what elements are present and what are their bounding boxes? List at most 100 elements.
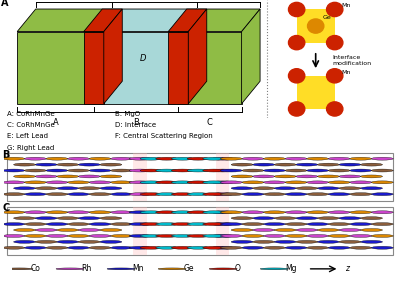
Circle shape xyxy=(171,223,193,226)
Text: A: A xyxy=(1,0,9,8)
Circle shape xyxy=(57,228,79,232)
Circle shape xyxy=(350,246,372,249)
Circle shape xyxy=(187,223,209,226)
Circle shape xyxy=(285,211,307,214)
Circle shape xyxy=(129,234,151,237)
Circle shape xyxy=(3,169,25,172)
Circle shape xyxy=(3,246,25,249)
Circle shape xyxy=(242,157,264,160)
Circle shape xyxy=(89,157,111,160)
Circle shape xyxy=(285,246,307,249)
Circle shape xyxy=(68,234,90,237)
Circle shape xyxy=(3,211,25,214)
Bar xyxy=(216,153,230,201)
Circle shape xyxy=(339,187,361,190)
Circle shape xyxy=(24,169,46,172)
Circle shape xyxy=(274,175,296,178)
Circle shape xyxy=(46,181,68,184)
Circle shape xyxy=(328,181,350,184)
Circle shape xyxy=(318,175,339,178)
Circle shape xyxy=(307,181,328,184)
Text: D: D xyxy=(140,54,147,63)
Circle shape xyxy=(171,181,193,184)
Circle shape xyxy=(339,228,361,232)
Circle shape xyxy=(307,223,328,226)
Circle shape xyxy=(360,187,382,190)
Polygon shape xyxy=(84,32,104,104)
Circle shape xyxy=(350,234,372,237)
Text: C: C xyxy=(207,118,213,127)
Polygon shape xyxy=(94,9,197,32)
Circle shape xyxy=(350,223,372,226)
Circle shape xyxy=(68,211,90,214)
Text: C: C xyxy=(2,203,9,213)
Circle shape xyxy=(328,234,350,237)
Circle shape xyxy=(78,228,100,232)
Circle shape xyxy=(231,175,253,178)
Circle shape xyxy=(350,157,372,160)
Circle shape xyxy=(307,157,328,160)
Polygon shape xyxy=(178,32,242,104)
Circle shape xyxy=(307,246,328,249)
Circle shape xyxy=(68,169,90,172)
Circle shape xyxy=(212,234,234,237)
Circle shape xyxy=(89,169,111,172)
Circle shape xyxy=(242,211,264,214)
Bar xyxy=(133,206,147,255)
Circle shape xyxy=(14,217,36,220)
Circle shape xyxy=(253,240,275,243)
Circle shape xyxy=(140,169,162,172)
Circle shape xyxy=(220,223,242,226)
Circle shape xyxy=(140,157,162,160)
Circle shape xyxy=(68,157,90,160)
Text: B: B xyxy=(2,150,10,160)
Circle shape xyxy=(285,193,307,196)
Circle shape xyxy=(68,223,90,226)
Circle shape xyxy=(212,211,234,214)
Circle shape xyxy=(100,175,122,178)
Circle shape xyxy=(339,217,361,220)
Circle shape xyxy=(220,193,242,196)
Circle shape xyxy=(274,163,296,166)
Circle shape xyxy=(288,102,305,116)
Circle shape xyxy=(107,268,135,270)
Text: Mn: Mn xyxy=(342,70,351,75)
Polygon shape xyxy=(297,76,335,109)
Circle shape xyxy=(371,193,393,196)
Polygon shape xyxy=(168,9,207,32)
Circle shape xyxy=(3,181,25,184)
Circle shape xyxy=(46,234,68,237)
Circle shape xyxy=(156,246,178,249)
Circle shape xyxy=(78,217,100,220)
Circle shape xyxy=(274,228,296,232)
Circle shape xyxy=(350,181,372,184)
Circle shape xyxy=(203,234,225,237)
Circle shape xyxy=(203,157,225,160)
Circle shape xyxy=(339,240,361,243)
Circle shape xyxy=(285,223,307,226)
Circle shape xyxy=(264,223,286,226)
Circle shape xyxy=(24,223,46,226)
Circle shape xyxy=(57,175,79,178)
Polygon shape xyxy=(188,9,207,104)
Circle shape xyxy=(274,187,296,190)
Circle shape xyxy=(129,193,151,196)
Circle shape xyxy=(171,234,193,237)
Circle shape xyxy=(285,181,307,184)
Circle shape xyxy=(212,169,234,172)
Polygon shape xyxy=(94,9,112,104)
Circle shape xyxy=(360,163,382,166)
Circle shape xyxy=(253,175,275,178)
Circle shape xyxy=(89,181,111,184)
Circle shape xyxy=(253,187,275,190)
Circle shape xyxy=(360,228,382,232)
Circle shape xyxy=(24,181,46,184)
Polygon shape xyxy=(297,10,335,43)
Text: A: A xyxy=(53,118,58,127)
Circle shape xyxy=(14,240,36,243)
Circle shape xyxy=(187,157,209,160)
Circle shape xyxy=(296,217,318,220)
Circle shape xyxy=(220,181,242,184)
Polygon shape xyxy=(168,32,188,104)
Circle shape xyxy=(203,211,225,214)
